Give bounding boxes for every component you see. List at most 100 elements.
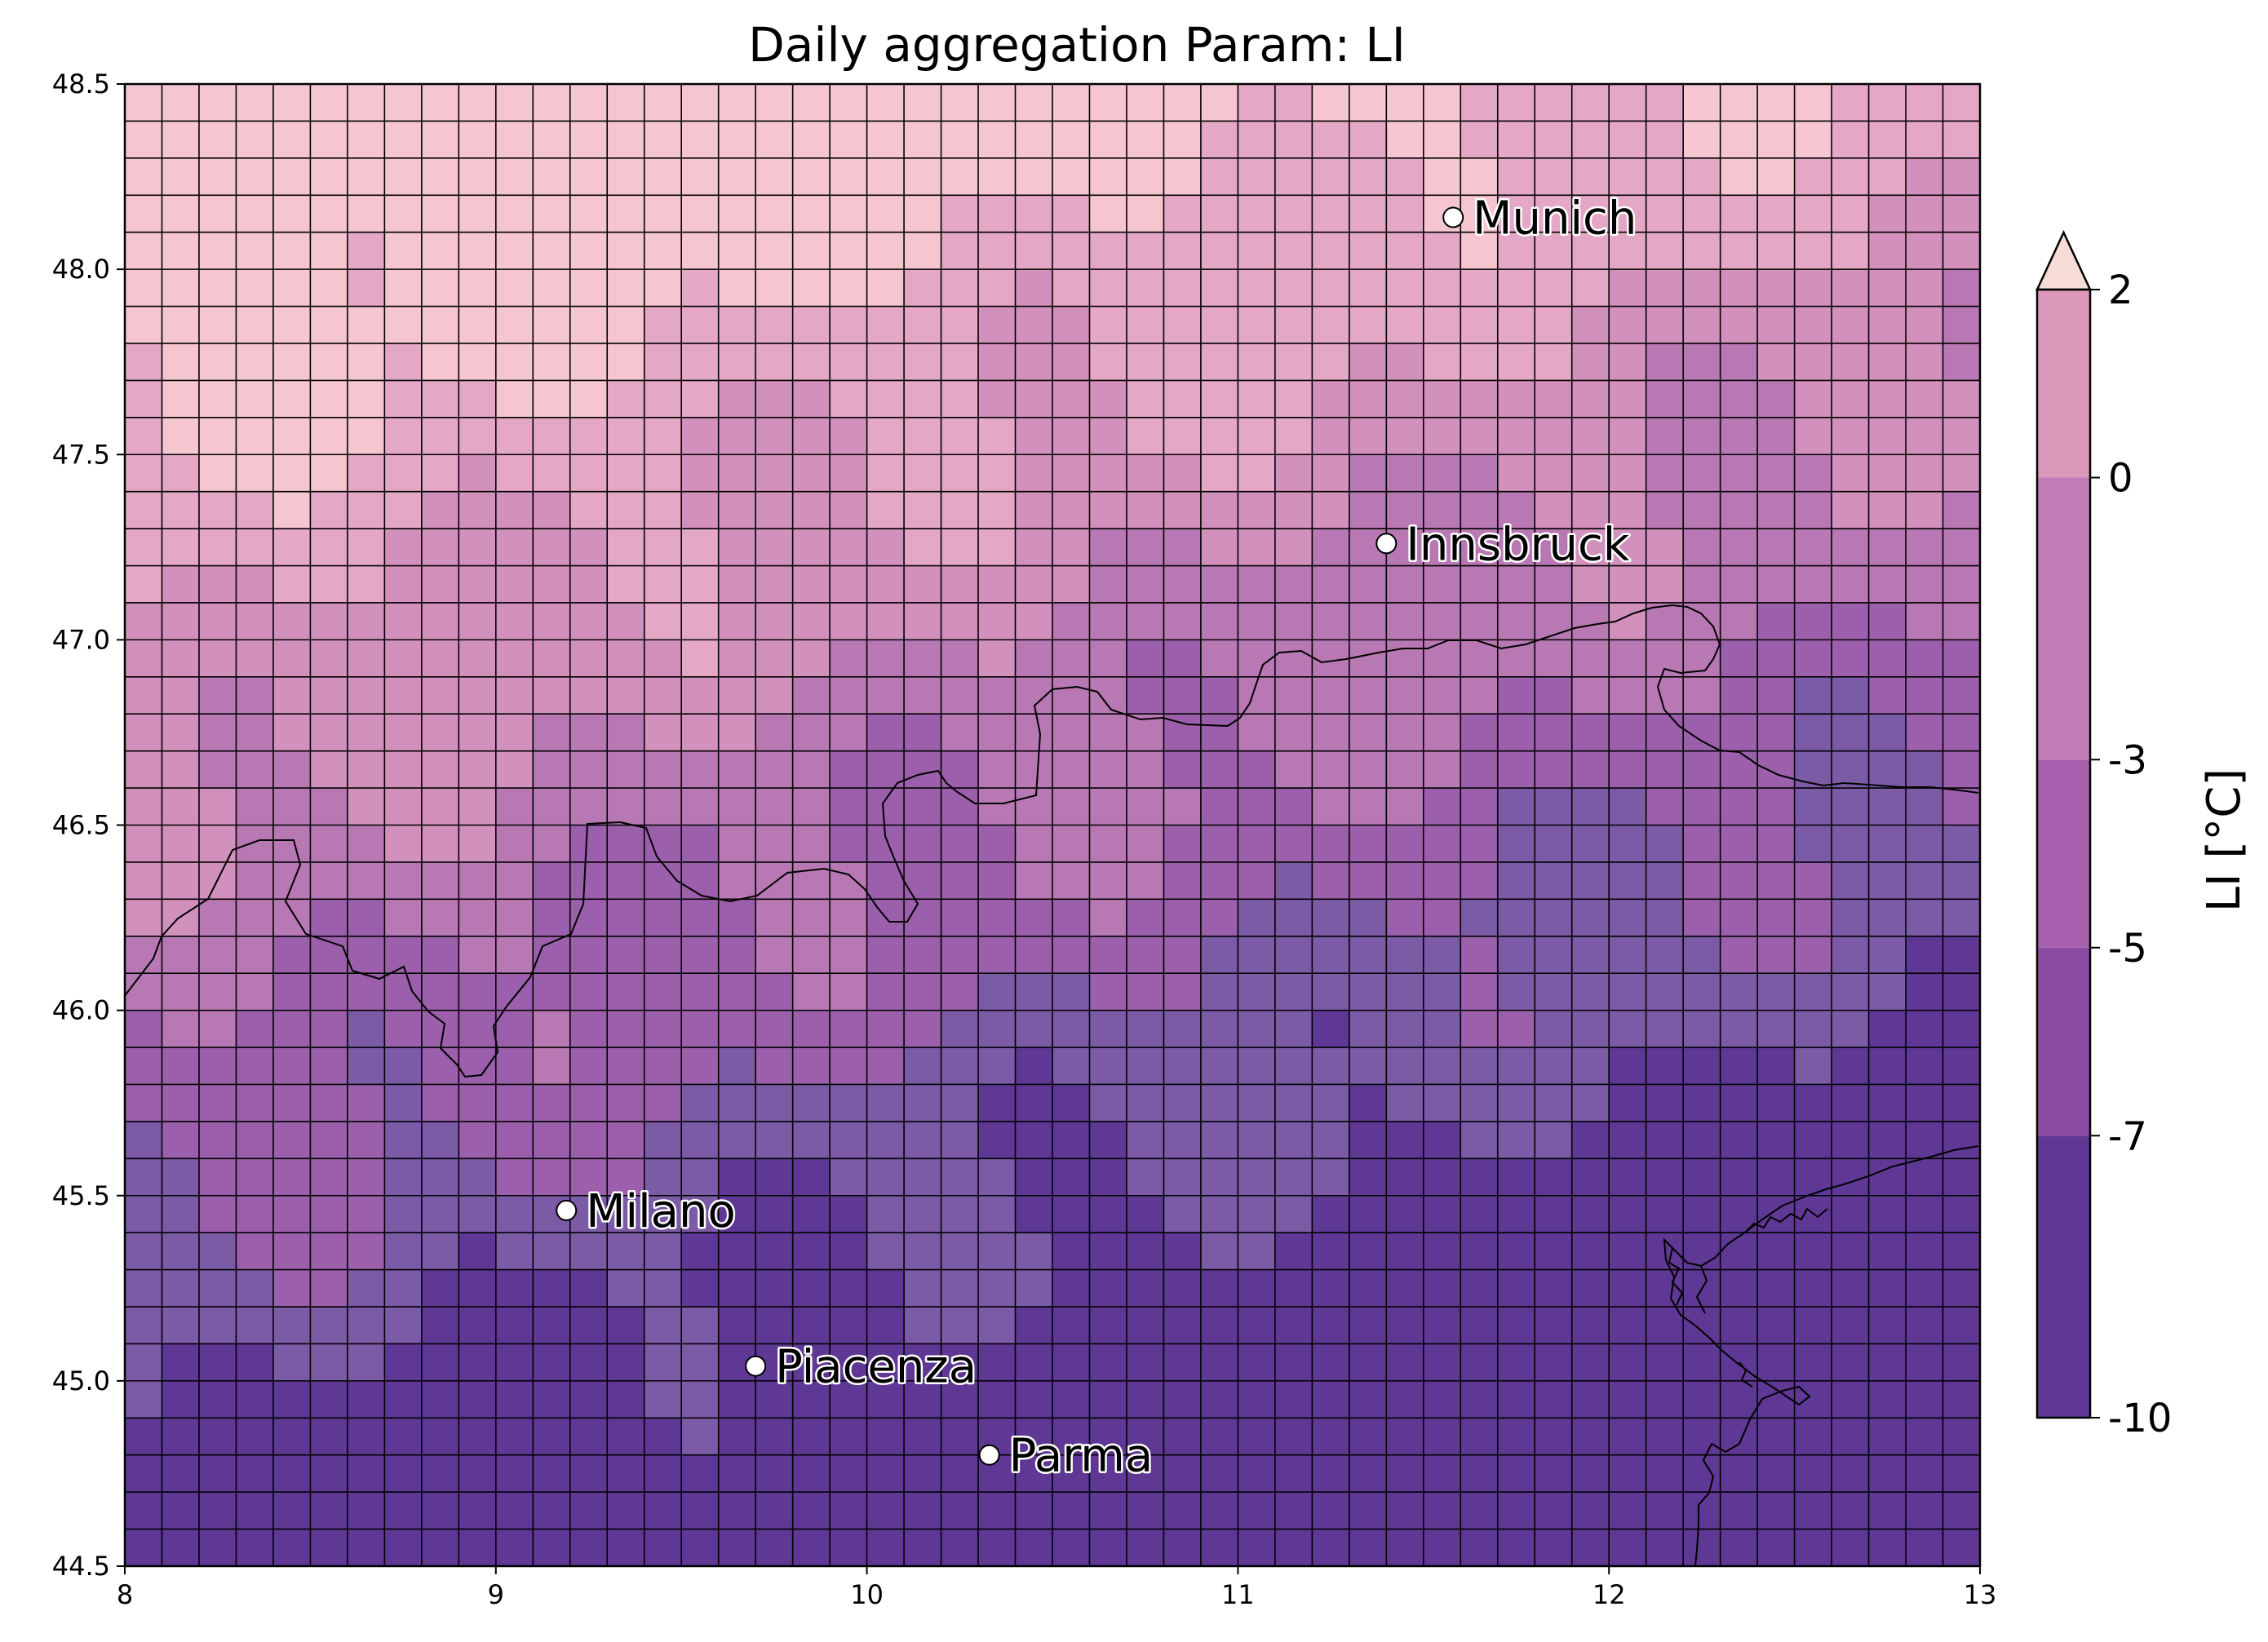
heatmap-cell	[1832, 491, 1870, 529]
heatmap-cell	[1757, 676, 1796, 715]
heatmap-cell	[1571, 1269, 1610, 1308]
heatmap-cell	[1683, 157, 1721, 196]
heatmap-cell	[125, 195, 163, 233]
heatmap-cell	[1312, 640, 1350, 678]
heatmap-cell	[904, 1380, 942, 1418]
heatmap-cell	[125, 491, 163, 529]
heatmap-cell	[866, 1454, 905, 1493]
heatmap-cell	[1163, 269, 1202, 308]
heatmap-cell	[1535, 1492, 1573, 1530]
heatmap-cell	[384, 1343, 423, 1382]
heatmap-cell	[1349, 861, 1387, 900]
heatmap-cell	[1349, 1343, 1387, 1382]
heatmap-cell	[495, 1158, 534, 1197]
heatmap-cell	[1609, 1195, 1647, 1233]
heatmap-cell	[941, 195, 979, 233]
heatmap-cell	[1683, 1121, 1721, 1159]
heatmap-cell	[1089, 157, 1127, 196]
heatmap-cell	[1386, 195, 1424, 233]
heatmap-cell	[272, 306, 311, 344]
heatmap-cell	[1312, 232, 1350, 270]
heatmap-cell	[272, 1454, 311, 1493]
heatmap-cell	[125, 343, 163, 381]
heatmap-cell	[1089, 1084, 1127, 1122]
heatmap-cell	[1349, 1084, 1387, 1122]
heatmap-cell	[1832, 1195, 1870, 1233]
heatmap-cell	[866, 306, 905, 344]
heatmap-cell	[1906, 640, 1944, 678]
heatmap-cell	[347, 1307, 385, 1345]
heatmap-cell	[1386, 1454, 1424, 1493]
heatmap-cell	[1757, 602, 1796, 640]
heatmap-cell	[310, 195, 348, 233]
heatmap-cell	[1571, 84, 1610, 122]
heatmap-cell	[1535, 195, 1573, 233]
heatmap-cell	[830, 1343, 868, 1382]
heatmap-cell	[162, 640, 200, 678]
heatmap-cell	[681, 1084, 720, 1122]
heatmap-cell	[1460, 1492, 1499, 1530]
heatmap-cell	[1312, 1418, 1350, 1456]
heatmap-cell	[941, 825, 979, 863]
heatmap-cell	[1906, 195, 1944, 233]
heatmap-cell	[1089, 899, 1127, 937]
heatmap-cell	[1757, 788, 1796, 826]
heatmap-cell	[644, 788, 682, 826]
heatmap-cell	[458, 157, 497, 196]
heatmap-cell	[1238, 973, 1276, 1011]
heatmap-cell	[384, 973, 423, 1011]
heatmap-cell	[1238, 1121, 1276, 1159]
heatmap-cell	[1163, 1343, 1202, 1382]
heatmap-cell	[1720, 1010, 1758, 1048]
heatmap-cell	[1906, 899, 1944, 937]
heatmap-cell	[1942, 1195, 1981, 1233]
heatmap-cell	[1423, 417, 1461, 455]
heatmap-cell	[904, 454, 942, 493]
heatmap-cell	[1942, 343, 1981, 381]
heatmap-cell	[1163, 529, 1202, 567]
heatmap-cell	[198, 1010, 237, 1048]
heatmap-cell	[1646, 1047, 1684, 1086]
heatmap-cell	[236, 861, 274, 900]
heatmap-cell	[236, 1195, 274, 1233]
colorbar-segment	[2037, 290, 2090, 478]
heatmap-cell	[1832, 121, 1870, 159]
heatmap-cell	[421, 640, 459, 678]
heatmap-cell	[162, 306, 200, 344]
heatmap-cell	[384, 454, 423, 493]
heatmap-cell	[1200, 1454, 1238, 1493]
heatmap-cell	[866, 380, 905, 418]
heatmap-cell	[1386, 565, 1424, 604]
heatmap-cell	[978, 1195, 1017, 1233]
heatmap-cell	[1052, 343, 1091, 381]
heatmap-cell	[1720, 1158, 1758, 1197]
heatmap-cell	[792, 750, 831, 789]
heatmap-cell	[1535, 1158, 1573, 1197]
heatmap-cell	[1126, 676, 1165, 715]
heatmap-cell	[1349, 232, 1387, 270]
heatmap-cell	[1720, 1047, 1758, 1086]
heatmap-cell	[421, 676, 459, 715]
heatmap-cell	[904, 232, 942, 270]
heatmap-cell	[1683, 1418, 1721, 1456]
heatmap-cell	[533, 973, 571, 1011]
heatmap-cell	[310, 825, 348, 863]
heatmap-cell	[1052, 1343, 1091, 1382]
heatmap-cell	[941, 1343, 979, 1382]
heatmap-cell	[421, 491, 459, 529]
heatmap-cell	[681, 825, 720, 863]
heatmap-cell	[1349, 1158, 1387, 1197]
heatmap-cell	[792, 84, 831, 122]
heatmap-cell	[421, 1343, 459, 1382]
heatmap-cell	[384, 640, 423, 678]
heatmap-cell	[1571, 1084, 1610, 1122]
heatmap-cell	[1609, 1454, 1647, 1493]
heatmap-cell	[1942, 121, 1981, 159]
heatmap-cell	[1089, 343, 1127, 381]
heatmap-cell	[495, 380, 534, 418]
heatmap-cell	[1609, 1269, 1647, 1308]
heatmap-cell	[1906, 1195, 1944, 1233]
heatmap-cell	[1089, 306, 1127, 344]
heatmap-cell	[1015, 1084, 1053, 1122]
heatmap-cell	[569, 1195, 608, 1233]
